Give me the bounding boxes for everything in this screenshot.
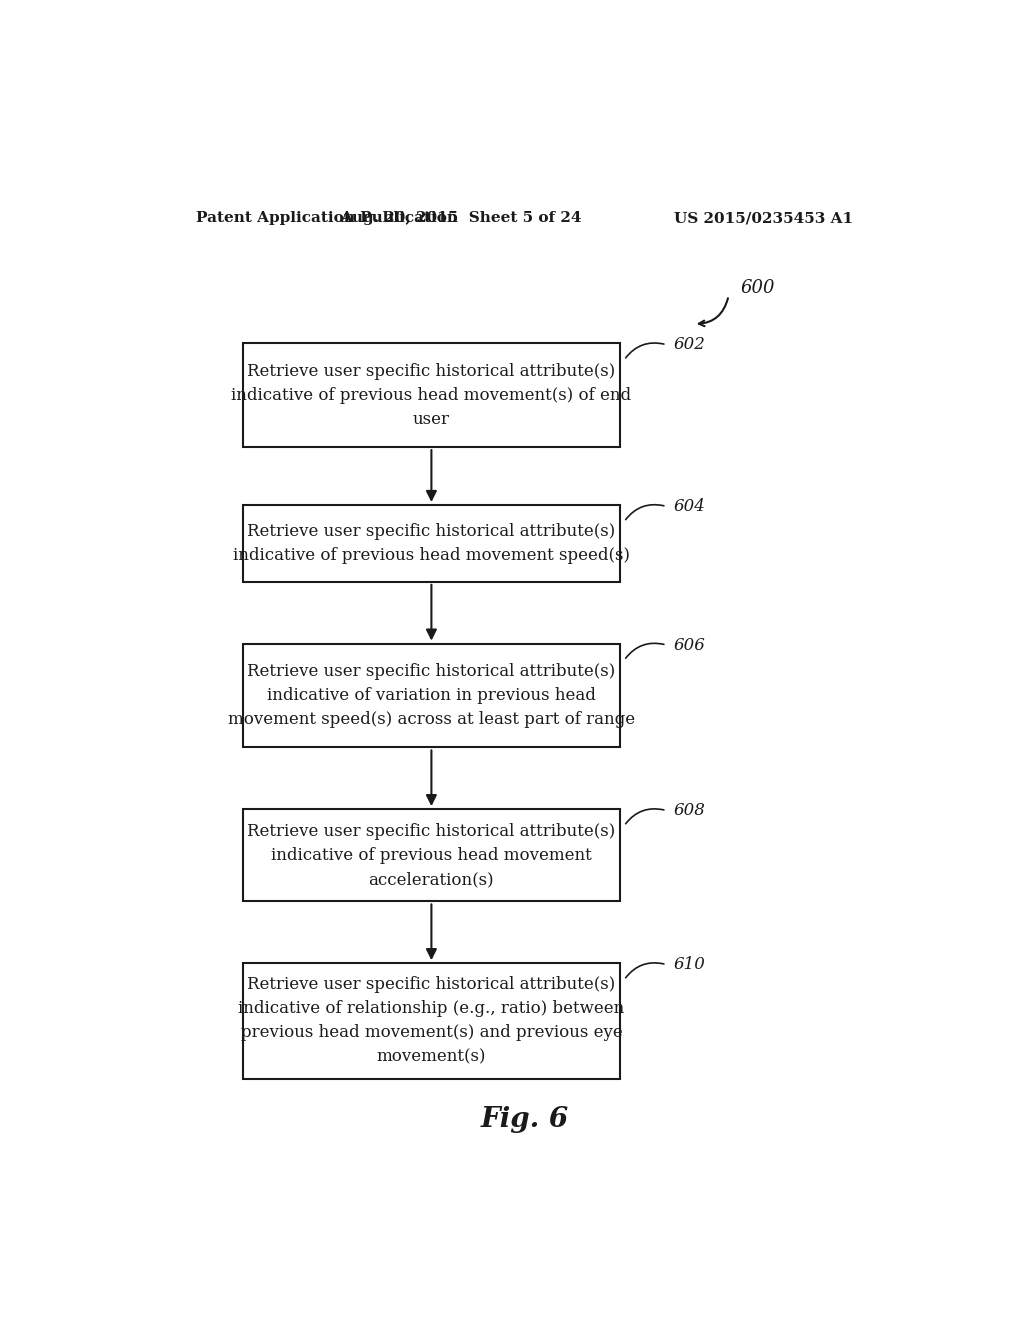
Text: 606: 606 — [674, 636, 706, 653]
Text: 600: 600 — [740, 279, 775, 297]
Text: Patent Application Publication: Patent Application Publication — [197, 211, 458, 226]
Text: 608: 608 — [674, 803, 706, 820]
Text: Retrieve user specific historical attribute(s)
indicative of previous head movem: Retrieve user specific historical attrib… — [232, 523, 630, 564]
Text: Retrieve user specific historical attribute(s)
indicative of relationship (e.g.,: Retrieve user specific historical attrib… — [239, 975, 625, 1065]
Bar — [243, 809, 621, 902]
Text: 610: 610 — [674, 956, 706, 973]
Text: Aug. 20, 2015  Sheet 5 of 24: Aug. 20, 2015 Sheet 5 of 24 — [341, 211, 582, 226]
Text: Retrieve user specific historical attribute(s)
indicative of previous head movem: Retrieve user specific historical attrib… — [231, 363, 632, 428]
Text: 604: 604 — [674, 498, 706, 515]
Text: Retrieve user specific historical attribute(s)
indicative of variation in previo: Retrieve user specific historical attrib… — [228, 663, 635, 729]
Bar — [243, 964, 621, 1078]
Bar — [243, 506, 621, 582]
Bar — [243, 644, 621, 747]
Text: Fig. 6: Fig. 6 — [480, 1106, 569, 1133]
Text: 602: 602 — [674, 337, 706, 354]
Text: US 2015/0235453 A1: US 2015/0235453 A1 — [674, 211, 853, 226]
Text: Retrieve user specific historical attribute(s)
indicative of previous head movem: Retrieve user specific historical attrib… — [247, 822, 615, 888]
Bar — [243, 343, 621, 447]
